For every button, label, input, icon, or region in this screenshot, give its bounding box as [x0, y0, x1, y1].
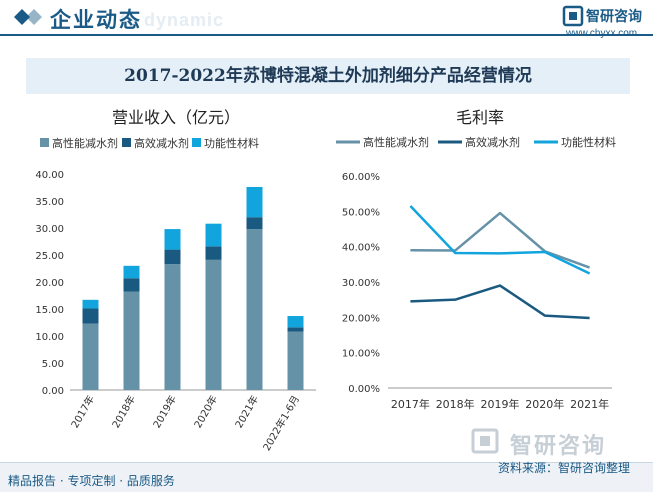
series-line — [409, 205, 591, 275]
bar-segment — [287, 331, 304, 390]
data-source-label: 资料来源：智研咨询整理 — [498, 461, 631, 475]
legend-label: 高性能减水剂 — [363, 135, 429, 149]
y-tick-label: 50.00% — [342, 207, 380, 218]
bar-segment — [246, 186, 263, 218]
legend-label: 高效减水剂 — [134, 136, 189, 150]
x-tick-label: 2018年 — [436, 397, 475, 411]
bar-segment — [123, 278, 140, 292]
y-tick-label: 15.00 — [35, 305, 64, 316]
y-tick-label: 20.00% — [342, 313, 380, 324]
y-tick-label: 40.00% — [342, 243, 380, 254]
x-tick-label: 2022年1-6月 — [260, 393, 302, 453]
y-tick-label: 0.00% — [348, 384, 380, 395]
x-tick-label: 2017年 — [391, 397, 430, 411]
bar-segment — [123, 291, 140, 390]
y-tick-label: 40.00 — [35, 170, 64, 181]
header-rule — [0, 34, 653, 36]
bar-segment — [123, 265, 140, 279]
x-tick-label: 2021年 — [570, 397, 609, 411]
y-tick-label: 10.00 — [35, 332, 64, 343]
bar-segment — [287, 316, 304, 328]
margin-line-chart: 高性能减水剂 高效减水剂 功能性材料 0.00% 10.00% 20.00% 30.00% 4… — [336, 135, 616, 411]
footer-slogan: 精品报告 · 专项定制 · 品质服务 — [8, 474, 175, 488]
footer-divider — [0, 462, 653, 463]
brand-url: www.chyxx.com — [566, 28, 638, 39]
header-ghost-text: te dynamic — [120, 10, 225, 30]
bar-segment — [205, 259, 222, 390]
legend-swatch — [192, 138, 201, 147]
bar-segment — [246, 217, 263, 230]
bar-segment — [164, 229, 181, 250]
watermark-logo-icon — [471, 428, 499, 454]
legend-label: 功能性材料 — [204, 136, 259, 150]
bar-segment — [246, 229, 263, 390]
y-tick-label: 20.00 — [35, 278, 64, 289]
chart-main-title: 2017-2022年苏博特混凝土外加剂细分产品经营情况 — [124, 66, 532, 86]
x-tick-label: 2019年 — [150, 393, 179, 430]
y-tick-label: 35.00 — [35, 197, 64, 208]
legend-swatch — [40, 138, 49, 147]
legend-label: 高效减水剂 — [465, 135, 520, 149]
margin-chart-title: 毛利率 — [456, 108, 505, 127]
series-line — [410, 211, 591, 269]
x-tick-label: 2018年 — [109, 393, 138, 430]
bar-segment — [164, 249, 181, 265]
series-line — [410, 284, 590, 320]
y-tick-label: 0.00 — [42, 386, 64, 397]
brand-name: 智研咨询 — [586, 9, 642, 25]
revenue-bar-chart: 高性能减水剂 高效减水剂 功能性材料 0.00 5.00 10.00 15.00 20.00 2… — [35, 136, 316, 453]
header-diamond-icon — [14, 9, 42, 25]
y-tick-label: 10.00% — [342, 349, 380, 360]
bar-segment — [82, 323, 99, 390]
legend-label: 功能性材料 — [561, 135, 616, 149]
y-tick-label: 5.00 — [42, 359, 64, 370]
x-tick-label: 2021年 — [232, 393, 261, 430]
revenue-chart-title: 营业收入（亿元） — [112, 108, 241, 127]
bar-segment — [287, 327, 304, 332]
y-tick-label: 30.00 — [35, 224, 64, 235]
bar-segment — [205, 246, 222, 260]
brand-logo-icon — [562, 5, 584, 27]
x-tick-label: 2019年 — [481, 397, 520, 411]
y-tick-label: 25.00 — [35, 251, 64, 262]
bar-segment — [82, 308, 99, 324]
legend-swatch — [122, 138, 131, 147]
footer-bar — [0, 463, 653, 492]
x-tick-label: 2020年 — [191, 393, 220, 430]
bar-segment — [82, 299, 99, 309]
y-tick-label: 30.00% — [342, 278, 380, 289]
bar-segment — [205, 223, 222, 247]
bar-segment — [164, 264, 181, 390]
x-tick-label: 2020年 — [525, 397, 564, 411]
legend-label: 高性能减水剂 — [52, 136, 118, 150]
chart-banner — [26, 58, 630, 94]
y-tick-label: 60.00% — [342, 172, 380, 183]
page-title: 企业动态 — [50, 7, 142, 32]
watermark-brand: 智研咨询 — [510, 434, 607, 459]
x-tick-label: 2017年 — [68, 393, 97, 430]
